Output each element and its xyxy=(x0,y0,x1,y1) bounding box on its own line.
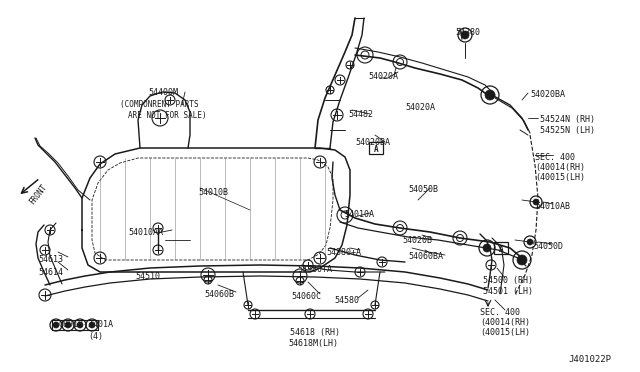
Text: 54400M: 54400M xyxy=(148,88,178,97)
Text: 54501 (LH): 54501 (LH) xyxy=(483,287,533,296)
Text: (COMPONRENT PARTS: (COMPONRENT PARTS xyxy=(120,100,198,109)
Circle shape xyxy=(483,244,491,252)
Text: 54060C: 54060C xyxy=(291,292,321,301)
Text: 54010AA: 54010AA xyxy=(128,228,163,237)
Circle shape xyxy=(461,31,469,39)
Text: 54020A: 54020A xyxy=(405,103,435,112)
Text: SEC. 400: SEC. 400 xyxy=(535,153,575,162)
Circle shape xyxy=(89,322,95,328)
Text: 54010A: 54010A xyxy=(344,210,374,219)
Text: 54010AB: 54010AB xyxy=(535,202,570,211)
Text: (4): (4) xyxy=(88,332,103,341)
Text: J401022P: J401022P xyxy=(568,355,611,364)
Circle shape xyxy=(527,239,533,245)
Text: (40014(RH): (40014(RH) xyxy=(535,163,585,172)
Text: 08918-3401A: 08918-3401A xyxy=(58,320,113,329)
Circle shape xyxy=(53,322,59,328)
Text: 54060BA: 54060BA xyxy=(408,252,443,261)
Text: 54500 (RH): 54500 (RH) xyxy=(483,276,533,285)
Text: 54618M(LH): 54618M(LH) xyxy=(288,339,338,348)
Text: 54524N (RH): 54524N (RH) xyxy=(540,115,595,124)
Circle shape xyxy=(485,90,495,100)
Bar xyxy=(494,242,508,254)
Text: 54613: 54613 xyxy=(38,255,63,264)
Text: FRONT: FRONT xyxy=(28,182,49,206)
Text: (40015(LH): (40015(LH) xyxy=(535,173,585,182)
Text: 54020A: 54020A xyxy=(368,72,398,81)
Text: 54380+A: 54380+A xyxy=(297,265,332,274)
Text: 54580: 54580 xyxy=(334,296,359,305)
Text: A: A xyxy=(499,244,503,253)
Text: 54020BA: 54020BA xyxy=(530,90,565,99)
Bar xyxy=(369,142,383,154)
Circle shape xyxy=(517,255,527,265)
Circle shape xyxy=(77,322,83,328)
Text: 54020BA: 54020BA xyxy=(355,138,390,147)
Text: SEC. 400: SEC. 400 xyxy=(480,308,520,317)
Text: 54510: 54510 xyxy=(135,272,160,281)
Circle shape xyxy=(65,322,71,328)
Text: 54020B: 54020B xyxy=(402,236,432,245)
Text: 54050B: 54050B xyxy=(408,185,438,194)
Text: 54614: 54614 xyxy=(38,268,63,277)
Text: 54060B: 54060B xyxy=(204,290,234,299)
Text: 54618 (RH): 54618 (RH) xyxy=(290,328,340,337)
Text: 54380: 54380 xyxy=(455,28,480,37)
Text: 54010B: 54010B xyxy=(198,188,228,197)
Text: A: A xyxy=(374,144,378,154)
Text: 54050D: 54050D xyxy=(533,242,563,251)
Text: (40015(LH): (40015(LH) xyxy=(480,328,530,337)
Circle shape xyxy=(533,199,539,205)
Text: 54482: 54482 xyxy=(348,110,373,119)
Text: 54380+A: 54380+A xyxy=(326,248,361,257)
Text: (40014(RH): (40014(RH) xyxy=(480,318,530,327)
Text: 54525N (LH): 54525N (LH) xyxy=(540,126,595,135)
Text: ARE NOT FOR SALE): ARE NOT FOR SALE) xyxy=(128,111,207,120)
